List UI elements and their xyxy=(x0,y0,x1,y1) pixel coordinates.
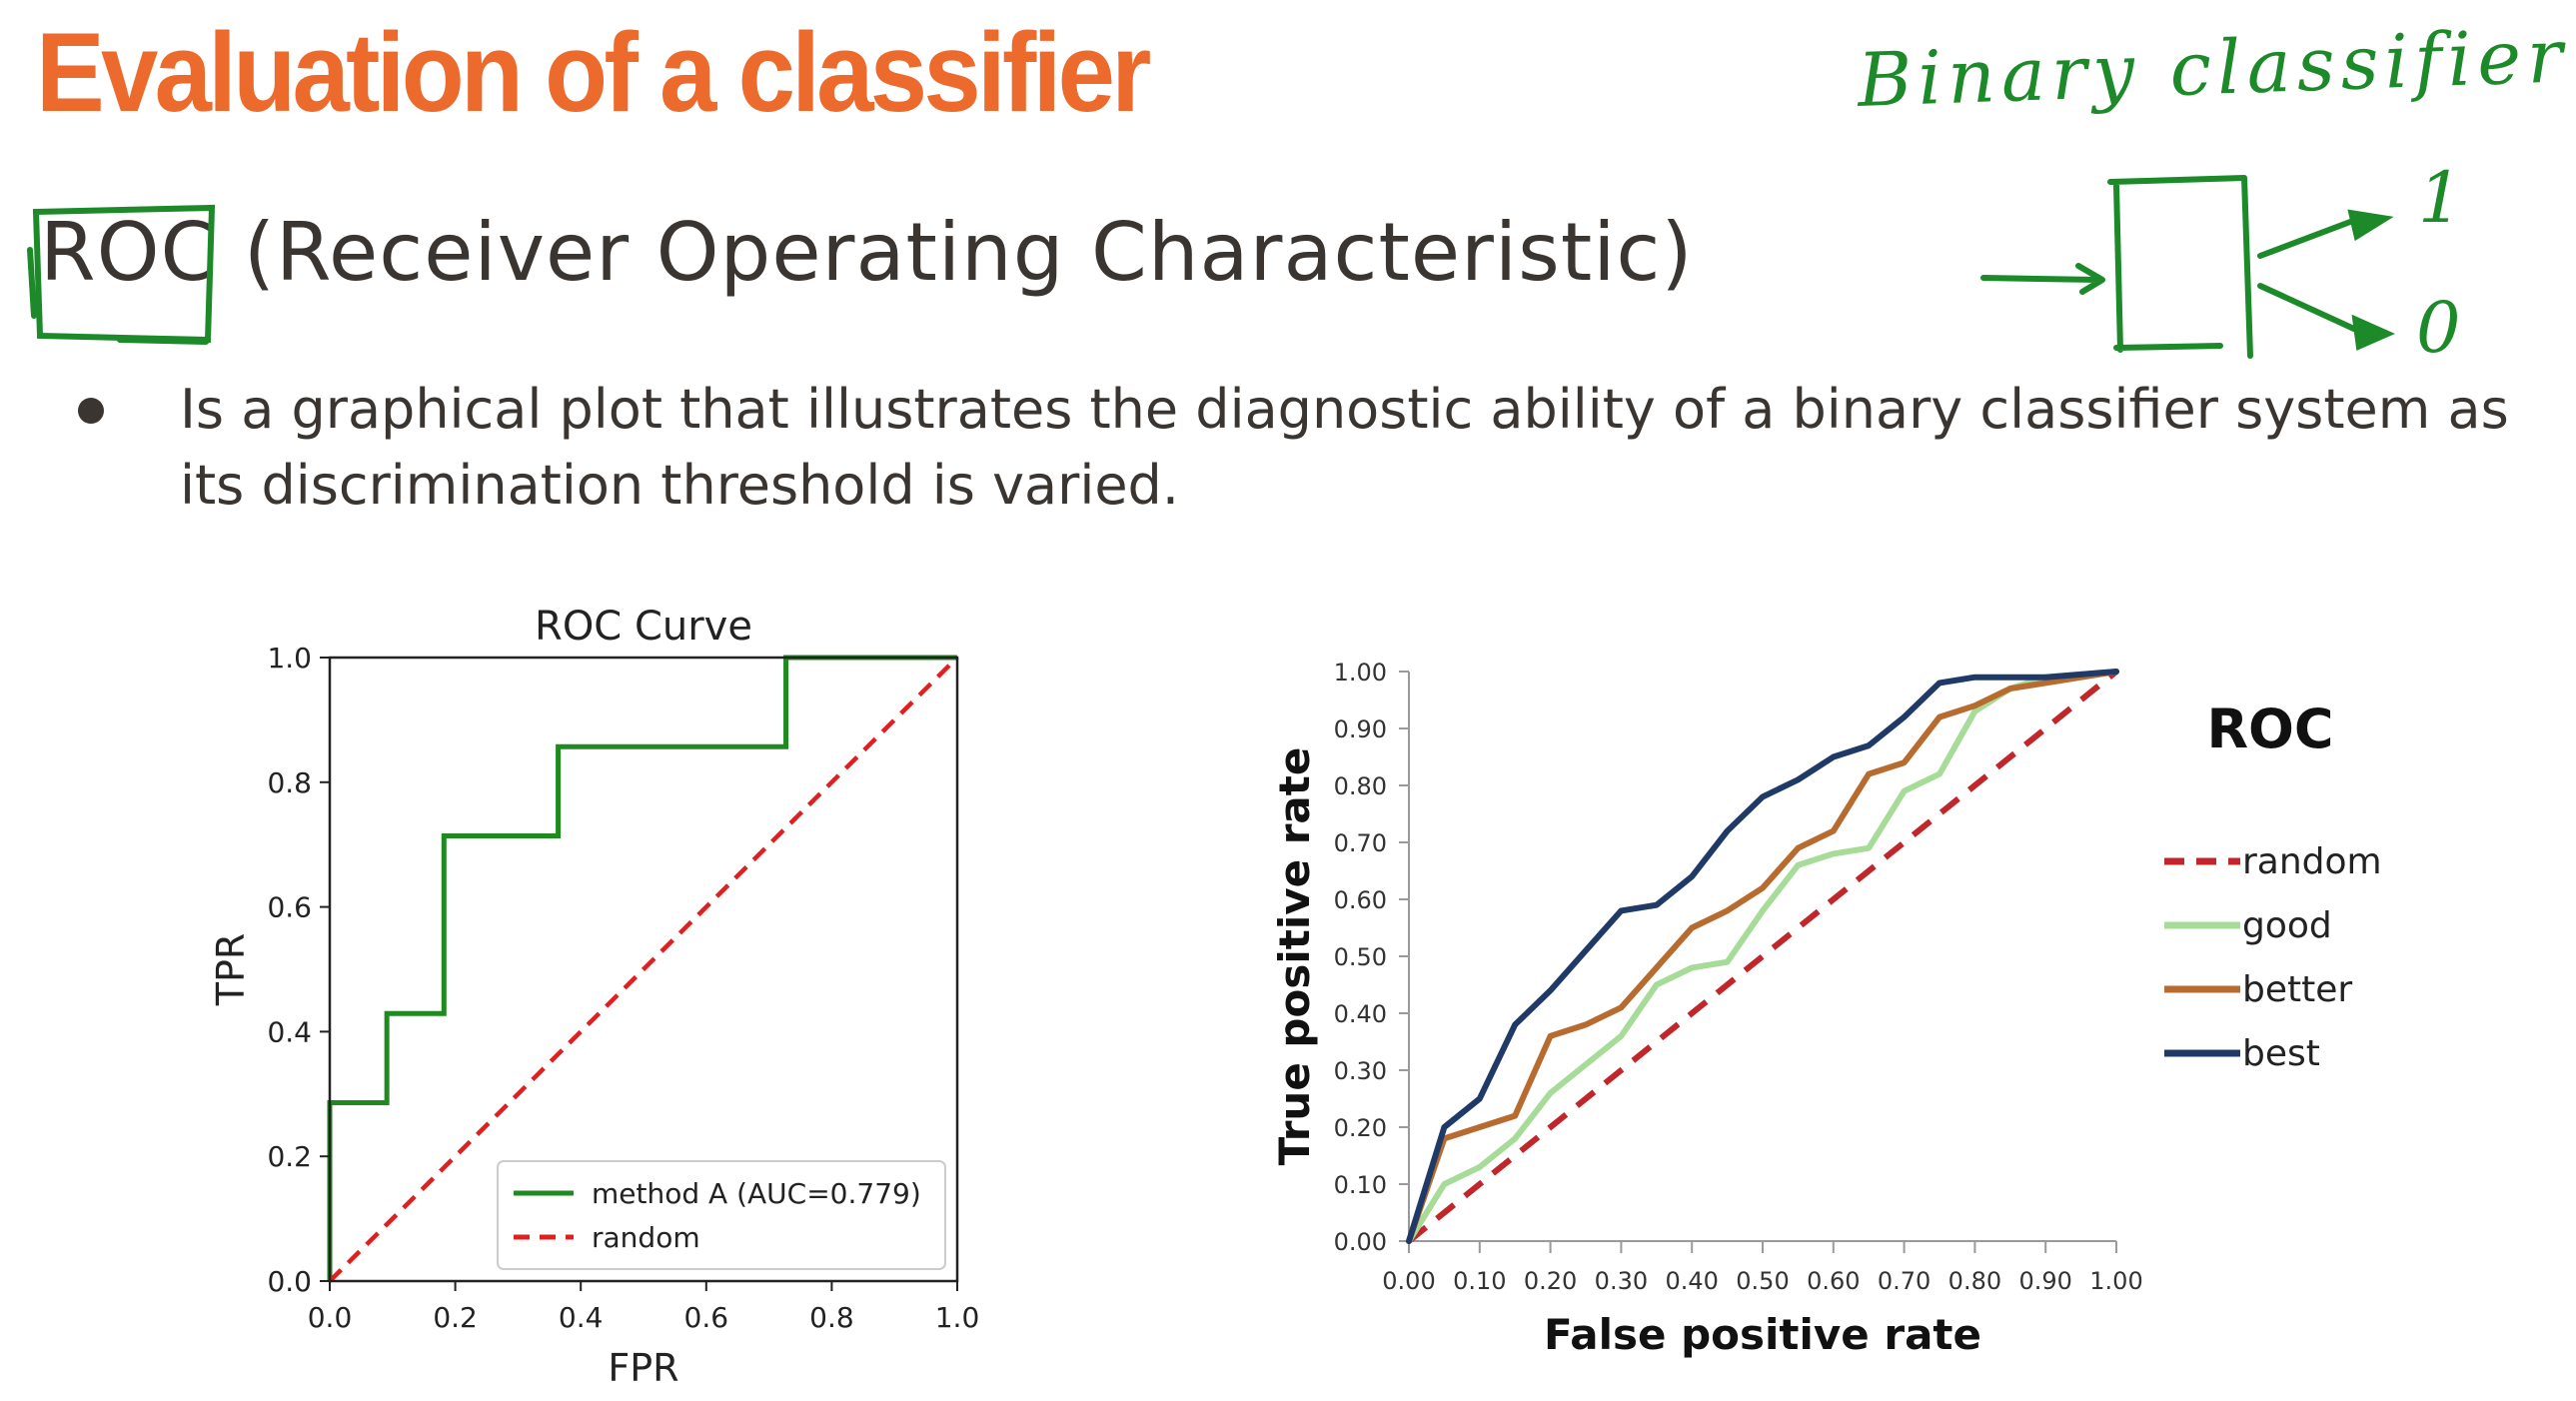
chart1-series-line xyxy=(327,655,957,1281)
chart1-x-tick-label: 0.0 xyxy=(308,1301,353,1334)
chart2-x-tick-label: 0.00 xyxy=(1382,1267,1435,1295)
chart2-x-tick-label: 0.90 xyxy=(2018,1267,2071,1295)
slide-title: Evaluation of a classifier xyxy=(36,10,1151,135)
chart1-y-tick-label: 0.8 xyxy=(267,766,312,799)
chart2-legend-label: good xyxy=(2242,905,2332,946)
chart1-legend-label: method A (AUC=0.779) xyxy=(592,1177,921,1210)
chart2-series-line xyxy=(1406,669,2119,1244)
chart2-legend-label: better xyxy=(2242,969,2352,1010)
chart2-x-tick-label: 0.70 xyxy=(1878,1267,1931,1295)
chart1-legend-box xyxy=(497,1160,946,1270)
chart1-y-tick-label: 0.4 xyxy=(267,1015,312,1048)
chart2-xlabel: False positive rate xyxy=(1544,1310,1981,1359)
chart2-x-tick-label: 1.00 xyxy=(2089,1267,2142,1295)
chart2-x-tick-label: 0.10 xyxy=(1453,1267,1506,1295)
handwritten-output-1: 1 xyxy=(2418,157,2463,239)
chart2-legend-label: random xyxy=(2242,841,2382,882)
chart1-y-tick-label: 0.0 xyxy=(267,1265,312,1298)
chart1-ylabel: TPR xyxy=(209,933,253,1007)
slide-subtitle: ROC (Receiver Operating Characteristic) xyxy=(40,206,1694,299)
chart2-y-tick-label: 0.30 xyxy=(1334,1057,1387,1085)
chart1-y-tick-label: 0.2 xyxy=(267,1140,312,1173)
chart2-y-tick-label: 0.00 xyxy=(1334,1228,1387,1256)
chart2-ylabel: True positive rate xyxy=(1270,747,1319,1166)
chart1-xlabel: FPR xyxy=(608,1346,678,1390)
chart2-title: ROC xyxy=(2206,698,2333,760)
chart1-legend-label: random xyxy=(592,1221,700,1254)
chart1-x-tick-label: 0.2 xyxy=(433,1301,478,1334)
bullet-text: Is a graphical plot that illustrates the… xyxy=(180,378,2509,517)
chart1-x-tick-label: 1.0 xyxy=(935,1301,980,1334)
chart2-y-tick-label: 1.00 xyxy=(1334,659,1387,687)
chart1-series-line xyxy=(328,656,959,1283)
chart2-legend-label: best xyxy=(2242,1033,2320,1074)
chart1-y-tick-label: 0.6 xyxy=(267,891,312,924)
chart2-series-line xyxy=(1407,669,2118,1244)
chart2-x-tick-label: 0.30 xyxy=(1595,1267,1648,1295)
chart2-x-tick-label: 0.50 xyxy=(1736,1267,1789,1295)
chart1-x-tick-label: 0.6 xyxy=(684,1301,729,1334)
chart1-x-tick-label: 0.8 xyxy=(809,1301,854,1334)
chart2-y-tick-label: 0.50 xyxy=(1334,943,1387,971)
chart2-x-tick-label: 0.40 xyxy=(1665,1267,1718,1295)
chart1-x-tick-label: 0.4 xyxy=(559,1301,604,1334)
chart2-y-tick-label: 0.80 xyxy=(1334,772,1387,800)
chart2-y-tick-label: 0.60 xyxy=(1334,886,1387,914)
chart1-y-tick-label: 1.0 xyxy=(267,642,312,675)
chart2-series-line xyxy=(1406,669,2119,1244)
chart2-x-tick-label: 0.20 xyxy=(1524,1267,1577,1295)
chart2-y-tick-label: 0.70 xyxy=(1334,829,1387,857)
handwritten-output-0: 0 xyxy=(2416,287,2461,369)
chart2-y-tick-label: 0.20 xyxy=(1334,1114,1387,1142)
chart2-x-tick-label: 0.80 xyxy=(1948,1267,2001,1295)
chart2-y-tick-label: 0.90 xyxy=(1334,715,1387,743)
chart2-y-tick-label: 0.10 xyxy=(1334,1171,1387,1199)
bullet-dot xyxy=(78,398,104,424)
chart1-axes-frame xyxy=(328,656,959,1283)
chart2-x-tick-label: 0.60 xyxy=(1807,1267,1860,1295)
chart2-series-line xyxy=(1406,669,2119,1244)
chart2-y-tick-label: 0.40 xyxy=(1334,1000,1387,1028)
chart1-title: ROC Curve xyxy=(535,604,752,650)
